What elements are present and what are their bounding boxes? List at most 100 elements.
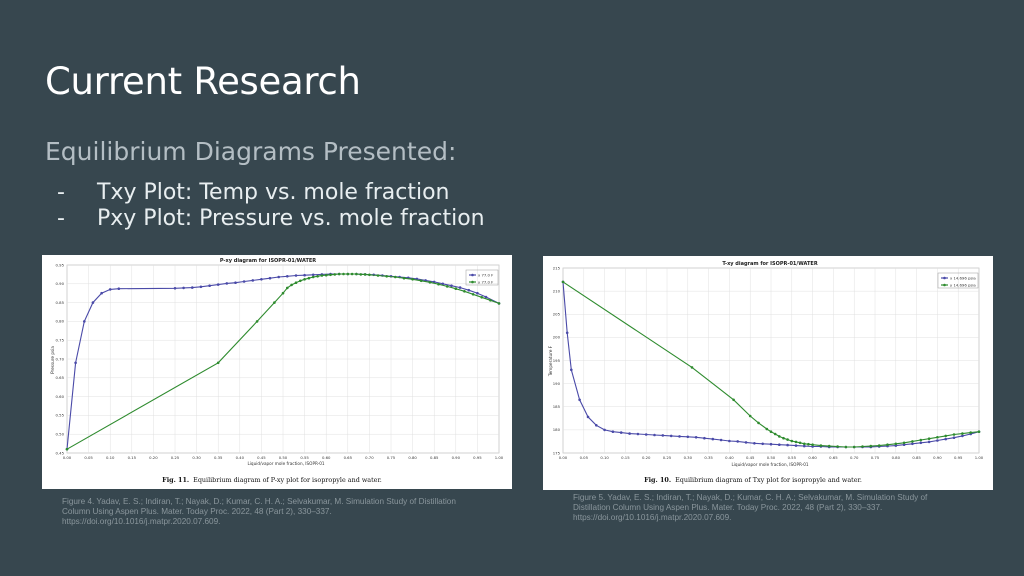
data-point-x bbox=[603, 428, 606, 432]
legend-marker bbox=[943, 283, 946, 287]
data-point-x bbox=[234, 281, 237, 284]
txy-chart: 0.00 0.05 0.10 0.15 0.20 0.25 0.30 0.35 0.40 0.45… bbox=[548, 261, 984, 484]
legend-label: y 77.0 F bbox=[478, 279, 493, 284]
data-point-x bbox=[619, 431, 623, 434]
y-tick-label: 0.50 bbox=[56, 432, 65, 437]
data-point-x bbox=[661, 434, 665, 437]
data-point-x bbox=[117, 287, 121, 290]
y-tick-label: 0.80 bbox=[56, 319, 65, 324]
legend-marker bbox=[471, 273, 474, 277]
data-point-y bbox=[471, 293, 475, 296]
data-point-x bbox=[686, 435, 690, 439]
data-point-y bbox=[936, 436, 939, 439]
data-point-y bbox=[216, 361, 220, 365]
y-tick-label: 195 bbox=[553, 358, 561, 363]
data-point-y bbox=[977, 430, 981, 433]
chart-title: T-xy diagram for ISOPR-01/WATER bbox=[722, 261, 818, 267]
data-point-y bbox=[324, 273, 328, 277]
x-tick-label: 0.40 bbox=[725, 455, 734, 460]
figure-caption: Fig. 11. Equilibrium diagram of P-xy plot… bbox=[162, 476, 382, 484]
data-point-x bbox=[961, 434, 964, 438]
x-tick-label: 0.15 bbox=[128, 455, 137, 460]
data-point-x bbox=[311, 273, 315, 277]
caption-line: Figure 5. Yadav, E. S.; Indiran, T.; Nay… bbox=[573, 493, 928, 502]
data-point-y bbox=[411, 278, 414, 281]
figure-text: Equilibrium diagram of Txy plot for isop… bbox=[675, 476, 862, 484]
data-point-y bbox=[419, 279, 423, 283]
x-tick-label: 0.40 bbox=[236, 455, 245, 460]
data-point-x bbox=[595, 424, 598, 427]
data-point-y bbox=[329, 273, 332, 277]
data-point-x bbox=[441, 282, 445, 286]
data-point-y bbox=[877, 444, 881, 447]
y-tick-label: 200 bbox=[553, 335, 561, 340]
x-tick-label: 0.10 bbox=[600, 455, 609, 460]
x-tick-label: 0.65 bbox=[344, 455, 353, 460]
data-point-y bbox=[827, 444, 831, 448]
data-point-x bbox=[711, 437, 715, 441]
y-tick-label: 0.45 bbox=[56, 450, 65, 455]
data-point-x bbox=[108, 288, 112, 291]
x-tick-label: 0.00 bbox=[559, 455, 568, 460]
data-point-x bbox=[944, 437, 947, 441]
data-point-y bbox=[311, 275, 315, 279]
x-tick-label: 0.15 bbox=[621, 455, 630, 460]
data-point-x bbox=[74, 361, 77, 365]
x-tick-label: 0.45 bbox=[257, 455, 266, 460]
data-point-y bbox=[690, 366, 694, 369]
data-point-y bbox=[773, 432, 777, 436]
data-point-y bbox=[273, 301, 276, 304]
data-point-x bbox=[703, 436, 706, 440]
data-point-x bbox=[794, 444, 798, 447]
data-point-y bbox=[765, 427, 769, 431]
x-tick-label: 0.00 bbox=[63, 455, 72, 460]
caption-line: Column Using Aspen Plus. Mater. Today Pr… bbox=[62, 507, 332, 516]
x-tick-label: 0.05 bbox=[580, 455, 589, 460]
data-point-x bbox=[952, 436, 956, 439]
data-point-y bbox=[869, 444, 873, 448]
data-point-y bbox=[944, 434, 947, 438]
series-line-y bbox=[66, 273, 500, 450]
x-tick-label: 0.95 bbox=[954, 455, 963, 460]
x-tick-label: 0.80 bbox=[408, 455, 417, 460]
legend-label: y 14.696 psia bbox=[950, 282, 976, 287]
data-point-y bbox=[489, 299, 492, 302]
x-tick-label: 0.50 bbox=[767, 455, 776, 460]
data-point-y bbox=[281, 291, 285, 295]
x-tick-label: 0.25 bbox=[663, 455, 672, 460]
data-point-y bbox=[861, 445, 864, 448]
data-point-y bbox=[337, 272, 341, 276]
data-point-x bbox=[586, 415, 590, 419]
y-tick-label: 0.70 bbox=[56, 356, 65, 361]
data-point-y bbox=[969, 431, 972, 434]
data-point-x bbox=[736, 440, 739, 443]
figure-caption: Fig. 10. Equilibrium diagram of Txy plot … bbox=[644, 476, 862, 484]
x-tick-label: 0.50 bbox=[279, 455, 288, 460]
y-tick-label: 180 bbox=[553, 427, 561, 432]
x-tick-label: 0.85 bbox=[430, 455, 439, 460]
slide-subtitle: Equilibrium Diagrams Presented: bbox=[45, 137, 457, 166]
y-tick-label: 0.60 bbox=[56, 394, 65, 399]
data-point-x bbox=[100, 291, 103, 295]
bullet-list: - Txy Plot: Temp vs. mole fraction - Pxy P… bbox=[57, 180, 485, 232]
data-point-x bbox=[644, 433, 648, 436]
data-point-y bbox=[355, 272, 358, 276]
y-tick-label: 0.65 bbox=[56, 375, 65, 380]
data-point-y bbox=[748, 414, 752, 418]
x-tick-label: 0.20 bbox=[642, 455, 651, 460]
x-tick-label: 0.80 bbox=[892, 455, 901, 460]
data-point-y bbox=[911, 440, 914, 443]
bullet-item: - Txy Plot: Temp vs. mole fraction bbox=[57, 180, 485, 206]
data-point-y bbox=[794, 440, 798, 444]
y-tick-label: 210 bbox=[553, 288, 561, 293]
data-point-y bbox=[342, 272, 345, 276]
data-point-y bbox=[919, 438, 923, 442]
x-tick-label: 0.70 bbox=[850, 455, 859, 460]
x-tick-label: 0.35 bbox=[704, 455, 713, 460]
data-point-x bbox=[450, 284, 453, 287]
data-point-y bbox=[886, 443, 889, 446]
data-point-y bbox=[811, 443, 814, 446]
caption-line: https://doi.org/10.1016/j.matpr.2020.07.… bbox=[62, 517, 221, 526]
data-point-x bbox=[173, 287, 177, 290]
data-point-x bbox=[294, 274, 298, 277]
